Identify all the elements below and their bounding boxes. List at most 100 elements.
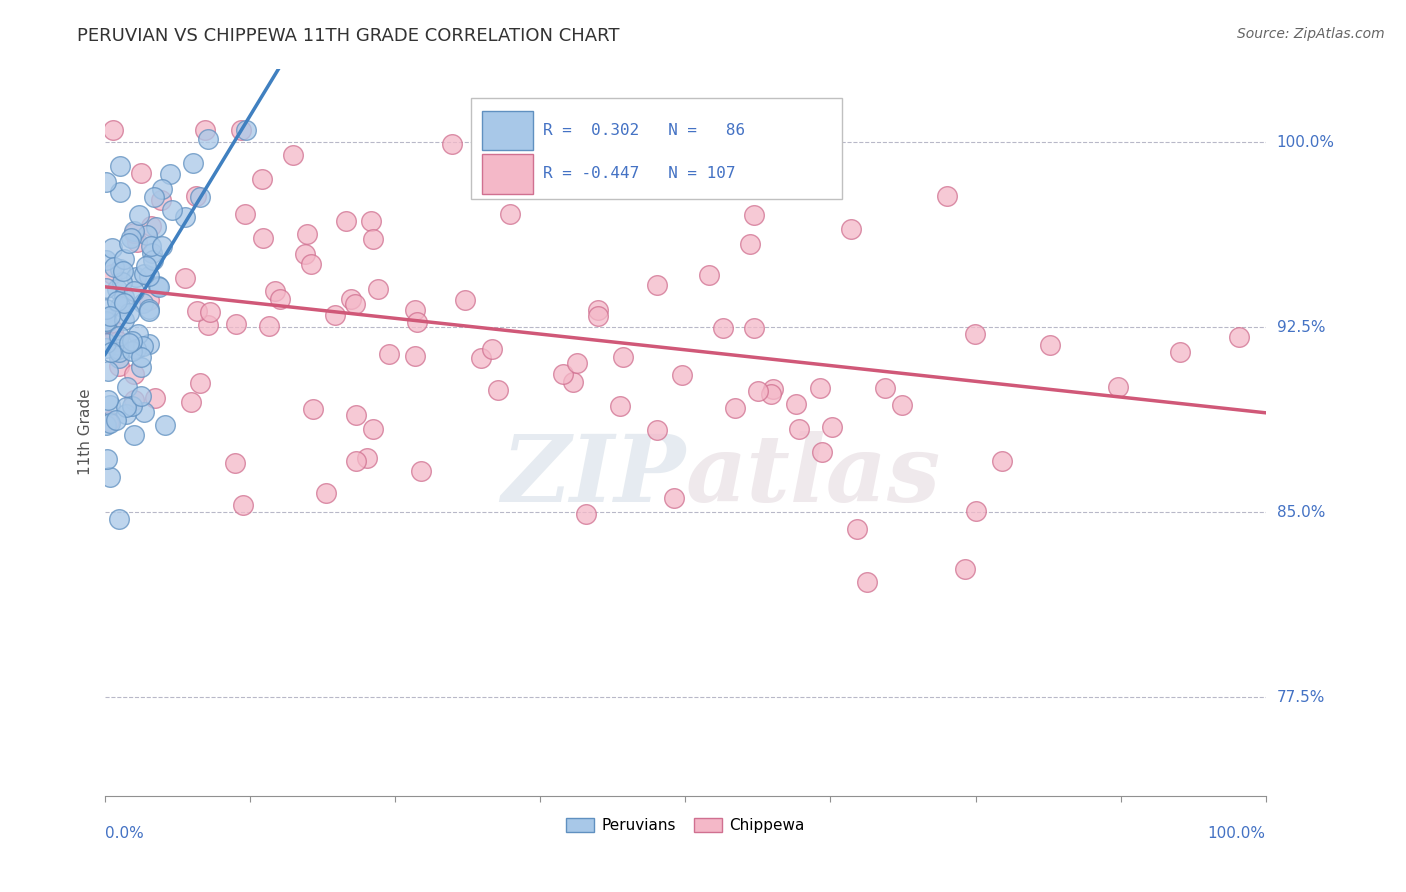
Point: [1107, 380, 1129, 394]
Point: [1227, 330, 1250, 344]
Point: [891, 398, 914, 412]
Point: [150, 239, 173, 253]
Point: [127, 327, 149, 342]
Text: 77.5%: 77.5%: [1277, 690, 1324, 705]
Point: [96, 336, 118, 351]
Point: [747, 384, 769, 398]
Point: [96, 341, 118, 355]
Point: [325, 308, 347, 322]
Point: [762, 382, 785, 396]
Point: [100, 344, 122, 359]
Point: [96, 315, 118, 329]
Text: R =  0.302   N =   86: R = 0.302 N = 86: [543, 123, 745, 137]
Point: [561, 375, 583, 389]
Point: [110, 299, 132, 313]
Point: [586, 309, 609, 323]
Point: [252, 231, 274, 245]
Point: [122, 428, 145, 442]
Point: [146, 279, 169, 293]
Point: [96, 175, 118, 189]
Point: [160, 202, 183, 217]
Point: [789, 422, 811, 436]
Point: [125, 343, 148, 357]
Point: [96, 392, 118, 407]
Point: [122, 284, 145, 298]
Point: [122, 367, 145, 381]
Point: [118, 235, 141, 250]
Point: [138, 301, 160, 316]
Point: [454, 293, 477, 308]
Point: [138, 336, 160, 351]
Point: [101, 268, 124, 282]
Point: [148, 280, 170, 294]
Point: [115, 400, 138, 414]
Point: [645, 277, 668, 292]
Point: [100, 241, 122, 255]
Point: [188, 376, 211, 390]
Point: [340, 293, 363, 307]
Point: [188, 190, 211, 204]
Point: [235, 123, 257, 137]
Point: [107, 351, 129, 366]
Point: [609, 400, 631, 414]
Point: [225, 318, 247, 332]
Point: [186, 189, 208, 203]
Point: [481, 342, 503, 356]
Point: [567, 355, 589, 369]
Point: [626, 144, 648, 158]
Point: [612, 350, 634, 364]
Point: [575, 507, 598, 521]
Point: [252, 171, 274, 186]
Point: [132, 339, 155, 353]
Point: [104, 413, 127, 427]
Point: [257, 318, 280, 333]
Point: [96, 417, 118, 432]
Point: [263, 284, 285, 298]
Point: [475, 151, 498, 165]
Point: [128, 208, 150, 222]
Point: [551, 368, 574, 382]
Text: 92.5%: 92.5%: [1277, 320, 1326, 334]
Point: [129, 389, 152, 403]
Text: 0.0%: 0.0%: [105, 826, 143, 841]
Point: [470, 351, 492, 365]
Point: [344, 297, 367, 311]
Point: [96, 314, 118, 328]
Y-axis label: 11th Grade: 11th Grade: [79, 389, 93, 475]
Point: [132, 405, 155, 419]
Point: [486, 383, 509, 397]
FancyBboxPatch shape: [482, 111, 533, 150]
Point: [344, 454, 367, 468]
Point: [406, 315, 429, 329]
Point: [315, 485, 337, 500]
Point: [586, 302, 609, 317]
Point: [98, 398, 121, 412]
Point: [759, 387, 782, 401]
Point: [97, 364, 120, 378]
Point: [129, 166, 152, 180]
Point: [1168, 344, 1191, 359]
Point: [197, 131, 219, 145]
Point: [1039, 337, 1062, 351]
Point: [936, 189, 959, 203]
Point: [711, 123, 734, 137]
Point: [441, 136, 464, 151]
Point: [808, 381, 831, 395]
Point: [499, 123, 522, 137]
Text: 85.0%: 85.0%: [1277, 505, 1324, 520]
Point: [294, 247, 316, 261]
Point: [118, 335, 141, 350]
Point: [197, 318, 219, 332]
Point: [96, 311, 118, 326]
Point: [122, 226, 145, 240]
Point: [120, 231, 142, 245]
Point: [117, 306, 139, 320]
Point: [97, 414, 120, 428]
Point: [107, 344, 129, 359]
Point: [132, 295, 155, 310]
Point: [112, 313, 135, 327]
Point: [142, 252, 165, 267]
Point: [115, 379, 138, 393]
Point: [121, 399, 143, 413]
Point: [103, 260, 125, 274]
